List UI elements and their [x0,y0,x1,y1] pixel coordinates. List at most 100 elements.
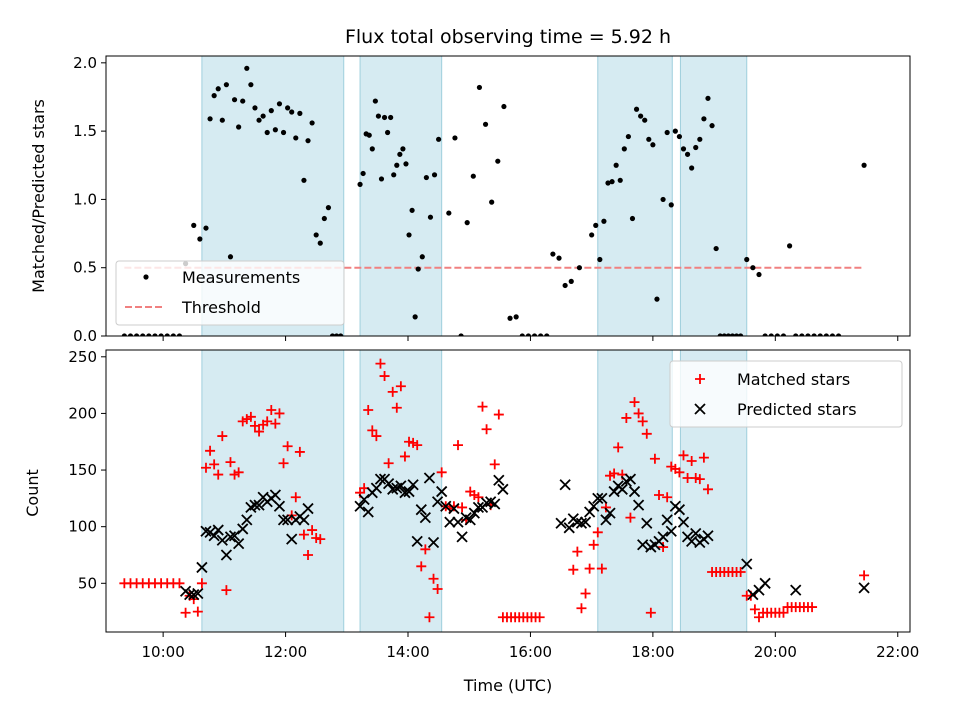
measurement-point [289,109,295,115]
measurement-point [531,333,538,336]
measurement-point [338,333,344,336]
measurement-point [431,172,438,178]
measurement-point [799,333,805,336]
measurement-point [721,333,727,336]
measurement-point [248,82,254,88]
measurement-point [713,245,719,252]
measurement-point [638,113,644,119]
measurement-point [264,129,270,136]
matched-stars-point [674,467,685,478]
matched-stars-point [694,474,705,485]
predicted-stars-point [253,499,265,511]
measurement-point [446,210,452,216]
measurement-point [219,117,225,123]
measurement-point [321,215,327,222]
measurement-point [394,162,400,168]
measurement-point [633,106,640,112]
measurement-point [780,333,787,336]
matched-stars-point [387,386,398,397]
measurement-point [391,172,397,178]
matched-stars-point [778,607,789,618]
predicted-stars-point [452,516,464,528]
x-tick-label: 16:00 [509,643,552,661]
predicted-stars-point [216,534,228,546]
predicted-stars-point [497,483,509,495]
measurement-point [197,236,203,242]
x-tick-label: 12:00 [264,643,307,661]
measurement-point [589,232,595,238]
matched-stars-point [735,566,746,577]
bottom-legend [669,360,903,428]
matched-stars-point [572,546,583,557]
x-tick-label: 22:00 [876,643,919,661]
bottom-axes-frame [105,349,911,633]
measurement-point [134,333,140,336]
predicted-stars-point [370,482,383,494]
matched-stars-point [249,420,260,431]
predicted-stars-point [196,561,208,574]
predicted-stars-point [415,504,427,516]
matched-stars-point [274,408,285,419]
measurement-point [601,218,607,224]
matched-stars-point [807,602,818,613]
measurement-point [252,105,258,111]
matched-stars-point [625,512,636,523]
measurement-point [701,116,707,122]
measurement-point [605,180,611,186]
predicted-stars-point [382,478,395,490]
predicted-stars-point [596,492,608,504]
matched-stars-point [221,585,232,596]
measurement-point [650,142,656,148]
measurement-point [507,315,513,321]
measurement-point [397,151,403,157]
measurement-point [519,333,525,336]
x-tick-label: 10:00 [142,643,185,661]
measurement-point [672,128,678,134]
matched-stars-point [383,458,394,469]
measurement-point [415,266,421,272]
measurement-point [823,333,829,336]
predicted-stars-point [188,588,200,601]
measurement-point [495,158,501,164]
measurement-point [280,129,287,136]
matched-stars-point [209,459,220,470]
matched-stars-point [702,484,713,495]
measurement-point [525,333,532,336]
measurement-point [121,333,127,336]
measurement-point [256,117,262,123]
measurement-point [301,177,307,183]
top-y-tick-label: 0.0 [73,327,97,345]
predicted-stars-point [571,516,584,528]
measurement-point [744,256,750,263]
measurement-point [412,314,418,320]
matched-stars-point [424,612,435,623]
measurement-point [861,162,867,168]
measurement-point [203,225,209,231]
measurement-point [556,255,562,261]
legend-predicted-label: Predicted stars [737,400,857,419]
predicted-stars-point [563,522,575,534]
predicted-stars-point [302,502,314,515]
matched-stars-point [493,409,504,420]
matched-stars-point [200,462,211,473]
measurement-point [223,82,229,88]
measurement-point [593,222,599,228]
predicted-stars-point [228,530,241,542]
legend-predicted-marker [694,403,706,415]
measurement-point [452,135,458,141]
measurement-point [313,232,319,238]
matched-stars-point [477,401,488,412]
measurement-point [211,93,217,99]
matched-stars-point [282,441,293,452]
measurement-point [654,296,660,302]
matched-stars-point [298,529,309,540]
predicted-stars-point [444,516,456,528]
measurement-point [191,222,197,228]
matched-stars-point [473,492,484,503]
measurement-point [646,136,652,142]
measurement-point [400,146,406,152]
predicted-stars-point [555,517,567,529]
matched-stars-point [233,467,244,478]
measurement-point [774,333,780,336]
